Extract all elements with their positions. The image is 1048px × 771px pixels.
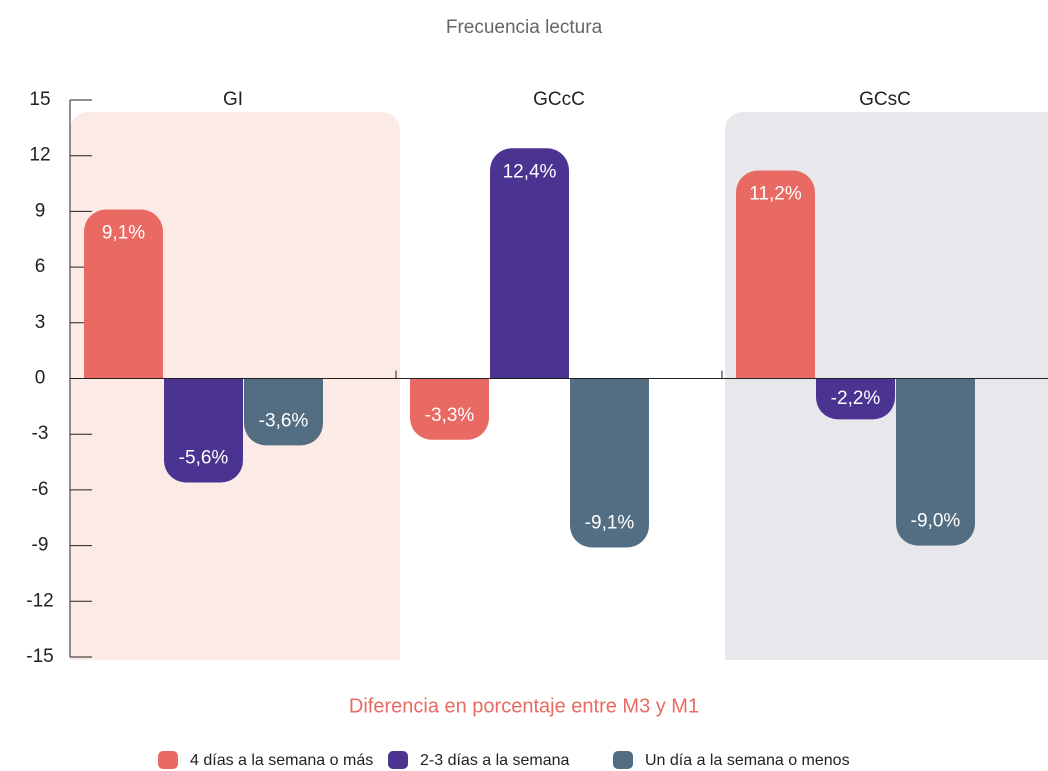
y-tick-label: 3 bbox=[35, 312, 46, 333]
legend-label: Un día a la semana o menos bbox=[645, 752, 850, 769]
y-tick-label: 0 bbox=[35, 368, 46, 389]
y-tick-label: 6 bbox=[35, 256, 46, 277]
category-label: GCcC bbox=[533, 89, 585, 110]
data-label: -3,6% bbox=[259, 410, 309, 431]
y-tick-label: 9 bbox=[35, 200, 46, 221]
data-label: -3,3% bbox=[425, 405, 475, 426]
bar bbox=[816, 378, 895, 420]
data-label: -5,6% bbox=[179, 447, 229, 468]
y-tick-label: -12 bbox=[26, 590, 53, 611]
chart-title: Frecuencia lectura bbox=[446, 17, 603, 38]
data-label: 9,1% bbox=[102, 223, 145, 244]
data-label: 11,2% bbox=[749, 184, 802, 205]
bar bbox=[490, 148, 569, 379]
bar bbox=[244, 378, 323, 446]
bar bbox=[410, 378, 489, 440]
y-tick-label: -3 bbox=[32, 423, 49, 444]
bar bbox=[164, 378, 243, 483]
bar bbox=[570, 378, 649, 548]
legend-swatch bbox=[613, 751, 633, 769]
y-tick-label: -9 bbox=[32, 535, 49, 556]
data-label: 12,4% bbox=[503, 161, 557, 182]
category-label: GI bbox=[223, 89, 243, 110]
data-label: -9,0% bbox=[911, 511, 961, 532]
y-tick-label: 12 bbox=[29, 145, 50, 166]
x-axis-label: Diferencia en porcentaje entre M3 y M1 bbox=[349, 695, 699, 717]
data-label: -9,1% bbox=[585, 512, 635, 533]
legend-swatch bbox=[158, 751, 178, 769]
legend-label: 4 días a la semana o más bbox=[190, 752, 373, 769]
y-tick-label: -15 bbox=[26, 646, 53, 667]
legend-swatch bbox=[388, 751, 408, 769]
bar bbox=[84, 209, 163, 379]
category-label: GCsC bbox=[859, 89, 911, 110]
data-label: -2,2% bbox=[831, 388, 881, 409]
legend-label: 2-3 días a la semana bbox=[420, 752, 570, 769]
y-tick-label: 15 bbox=[29, 89, 50, 110]
y-tick-label: -6 bbox=[32, 479, 49, 500]
bar bbox=[736, 170, 815, 379]
bar bbox=[896, 378, 975, 546]
